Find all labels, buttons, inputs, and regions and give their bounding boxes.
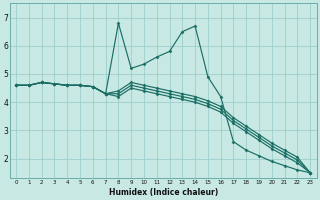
- X-axis label: Humidex (Indice chaleur): Humidex (Indice chaleur): [108, 188, 218, 197]
